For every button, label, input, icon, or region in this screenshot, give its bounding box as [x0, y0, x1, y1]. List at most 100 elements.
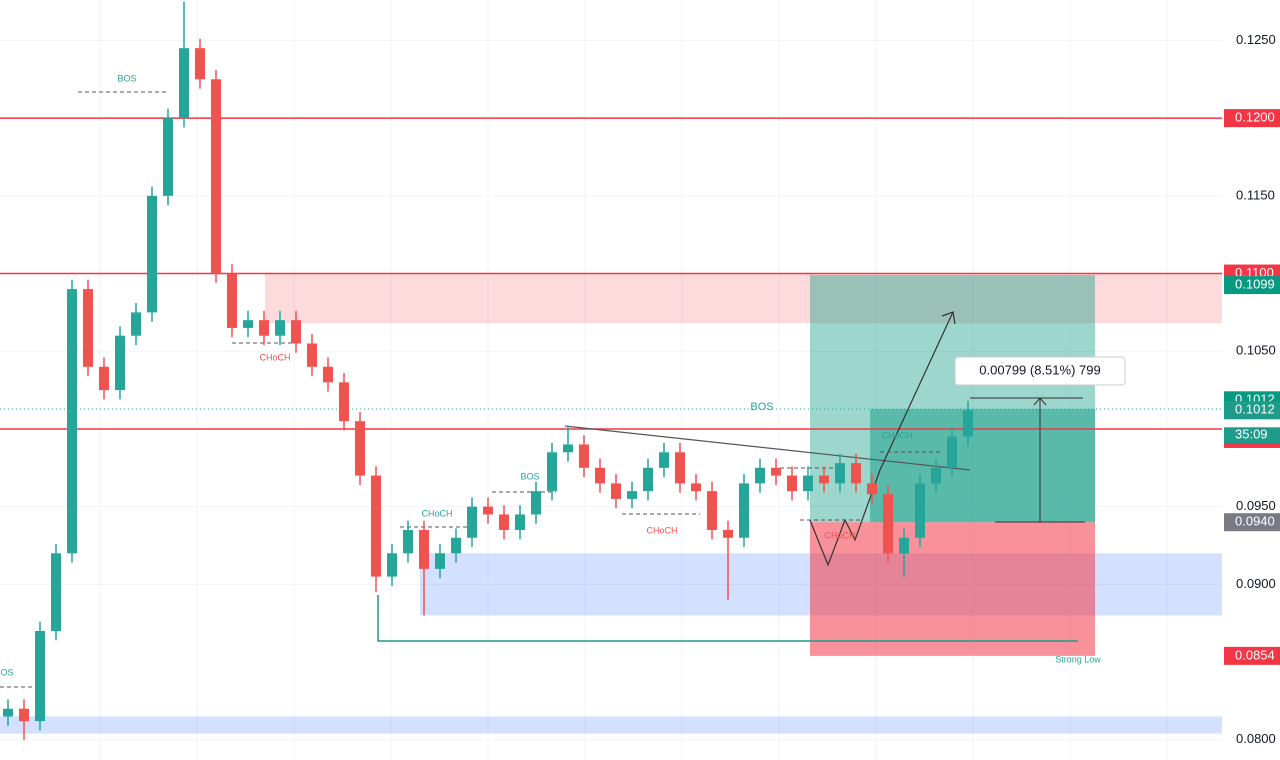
candle-body	[179, 48, 189, 119]
candle-body	[67, 289, 77, 554]
candle-body	[675, 452, 685, 484]
annotation: CHoCH	[646, 525, 677, 535]
candle-body	[371, 475, 381, 577]
candle-body	[883, 494, 893, 554]
countdown-bg	[1224, 427, 1280, 444]
annotation: CHoCH	[881, 430, 912, 440]
candle-body	[803, 475, 813, 492]
candle-body	[19, 708, 29, 722]
candle-body	[147, 195, 157, 313]
candle-body	[307, 343, 317, 367]
price-tag-label: 0.0940	[1235, 514, 1275, 529]
annotation: BOS	[520, 471, 539, 481]
candle-body	[243, 320, 253, 328]
candle-body	[835, 463, 845, 484]
candle-body	[451, 537, 461, 554]
price-tag	[1224, 513, 1280, 532]
candle-body	[227, 273, 237, 328]
y-tick-label: 0.0950	[1236, 498, 1276, 513]
candle-body	[739, 483, 749, 538]
candle-body	[851, 463, 861, 484]
open-profit	[870, 409, 1095, 523]
annotation: BOS	[750, 401, 773, 413]
strong-low-line	[377, 595, 1078, 642]
candle-body	[515, 514, 525, 530]
price-tag	[1224, 109, 1280, 128]
annotation: CHoCH	[824, 530, 855, 540]
candle-body	[195, 48, 205, 80]
candle-body	[323, 366, 333, 383]
candle-body	[931, 467, 941, 484]
candle-body	[259, 320, 269, 336]
candle-body	[163, 118, 173, 196]
candle-body	[867, 483, 877, 495]
candle-body	[659, 452, 669, 468]
candle-body	[579, 444, 589, 468]
candle-body	[83, 289, 93, 367]
candle-body	[99, 366, 109, 391]
annotation: CHoCH	[259, 352, 290, 362]
candle-body	[707, 491, 717, 530]
candle-body	[419, 529, 429, 569]
annotation: BOS	[0, 667, 14, 677]
candle-body	[627, 491, 637, 499]
y-tick-label: 0.0900	[1236, 576, 1276, 591]
price-tag-label: 0.1099	[1235, 277, 1275, 292]
candle-body	[435, 553, 445, 569]
loss-zone	[810, 522, 1095, 656]
candle-body	[339, 382, 349, 422]
candle-body	[275, 320, 285, 336]
candle-body	[915, 483, 925, 538]
candle-body	[3, 708, 13, 717]
price-tag	[1224, 401, 1280, 420]
candle-body	[211, 79, 221, 274]
price-tag-label: 0.1012	[1235, 402, 1275, 417]
price-tag	[1224, 646, 1280, 665]
path-sketch	[809, 311, 954, 567]
measure-arrow	[1033, 397, 1047, 406]
candle-body	[115, 335, 125, 391]
candle-body	[595, 467, 605, 484]
y-tick-label: 0.1050	[1236, 343, 1276, 358]
candle-body	[35, 631, 45, 722]
annotation: BOS	[117, 73, 136, 83]
price-tag	[1224, 276, 1280, 295]
candle-body	[643, 467, 653, 492]
candle-body	[547, 452, 557, 492]
candle-body	[291, 320, 301, 344]
candle-body	[899, 537, 909, 554]
price-tag-label: 0.1200	[1235, 110, 1275, 125]
arrow-head	[941, 311, 956, 325]
candle-body	[771, 467, 781, 476]
zone	[265, 273, 1222, 324]
y-tick-label: 0.1250	[1236, 32, 1276, 47]
candle-body	[355, 421, 365, 476]
candle-body	[723, 529, 733, 538]
candle-body	[51, 553, 61, 632]
trend-line	[564, 425, 971, 471]
y-tick-label: 0.0800	[1236, 731, 1276, 746]
y-tick-label: 0.1150	[1236, 187, 1275, 202]
candle-body	[531, 491, 541, 515]
candle-body	[611, 483, 621, 499]
candle-body	[691, 483, 701, 492]
candle-body	[387, 553, 397, 577]
candle-body	[563, 444, 573, 453]
measure-label: 0.00799 (8.51%) 799	[979, 362, 1100, 377]
candle-body	[819, 475, 829, 484]
measure-box	[954, 356, 1126, 386]
annotation: CHoCH	[421, 508, 452, 518]
candle-body	[787, 475, 797, 492]
countdown: 35:09	[1235, 427, 1268, 442]
candle-body	[947, 436, 957, 468]
candle-body	[499, 514, 509, 530]
price-tag-label: 0.0854	[1235, 647, 1275, 662]
candle-body	[755, 467, 765, 484]
candle-body	[963, 410, 973, 437]
candle-body	[403, 529, 413, 554]
annotation: Strong Low	[1055, 654, 1101, 664]
zone	[0, 716, 1222, 734]
candle-body	[131, 312, 141, 336]
candle-body	[483, 506, 493, 515]
